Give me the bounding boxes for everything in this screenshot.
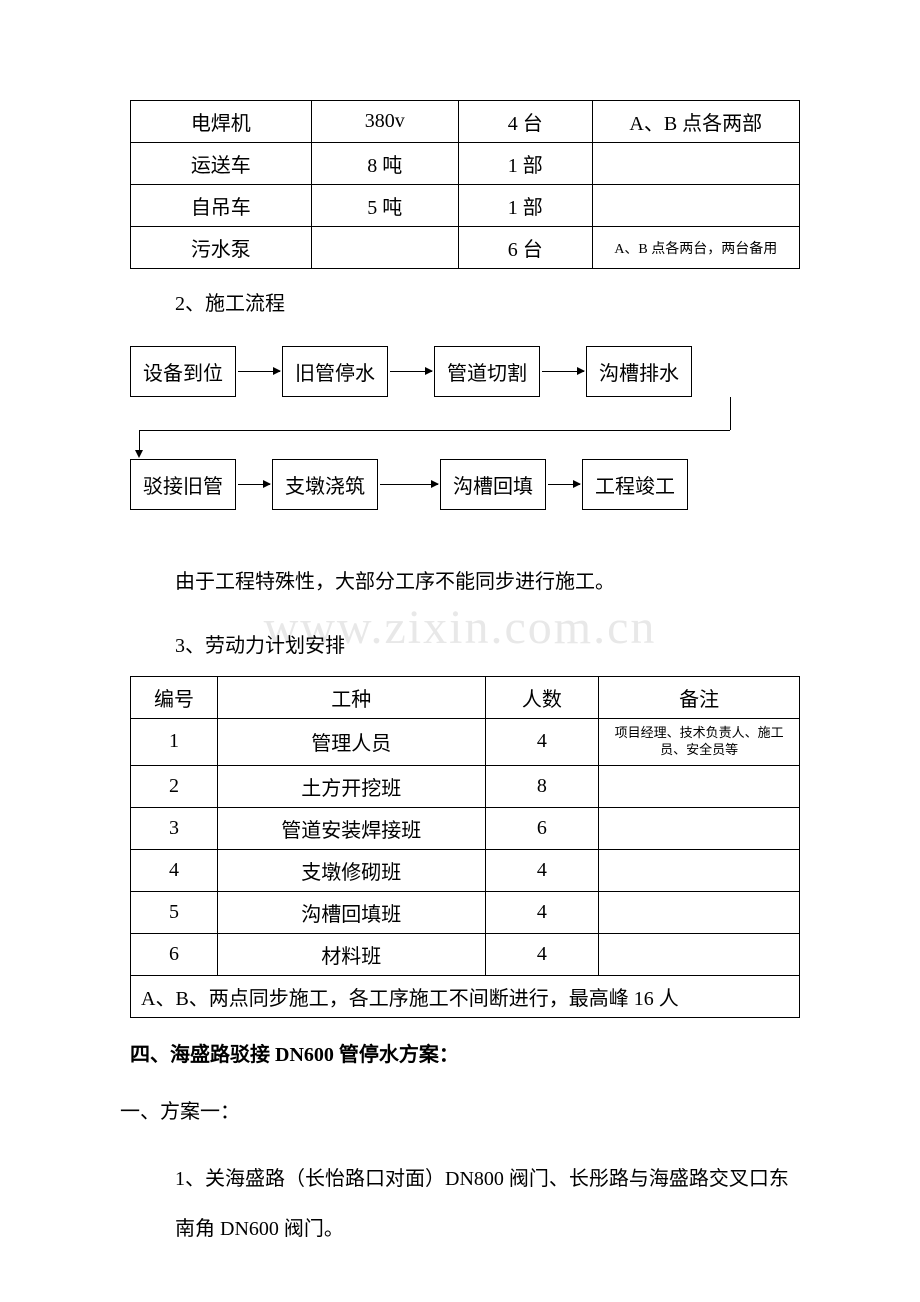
table-row: 污水泵 6 台 A、B 点各两台，两台备用: [131, 227, 800, 269]
equipment-qty: 1 部: [458, 143, 592, 185]
equipment-name: 污水泵: [131, 227, 312, 269]
table-row: 自吊车 5 吨 1 部: [131, 185, 800, 227]
equipment-table: 电焊机 380v 4 台 A、B 点各两部 运送车 8 吨 1 部 自吊车 5 …: [130, 100, 800, 269]
labor-id: 5: [131, 891, 218, 933]
equipment-qty: 6 台: [458, 227, 592, 269]
labor-id: 6: [131, 933, 218, 975]
arrow-icon: [542, 371, 584, 372]
equipment-name: 自吊车: [131, 185, 312, 227]
labor-id: 3: [131, 807, 218, 849]
equipment-name: 电焊机: [131, 101, 312, 143]
section-2-note: 由于工程特殊性，大部分工序不能同步进行施工。: [175, 565, 800, 594]
labor-id: 2: [131, 765, 218, 807]
labor-type: 土方开挖班: [217, 765, 485, 807]
table-row: 4 支墩修砌班 4: [131, 849, 800, 891]
flowchart: 设备到位 旧管停水 管道切割 沟槽排水 驳接旧管 支墩浇筑 沟槽回填 工程竣工: [130, 346, 800, 510]
labor-count: 8: [485, 765, 599, 807]
table-row: 电焊机 380v 4 台 A、B 点各两部: [131, 101, 800, 143]
labor-type: 管理人员: [217, 719, 485, 766]
table-row: 5 沟槽回填班 4: [131, 891, 800, 933]
labor-table: 编号 工种 人数 备注 1 管理人员 4 项目经理、技术负责人、施工员、安全员等…: [130, 676, 800, 1018]
labor-count: 4: [485, 891, 599, 933]
labor-footer: A、B、两点同步施工，各工序施工不间断进行，最高峰 16 人: [131, 975, 800, 1017]
labor-type: 材料班: [217, 933, 485, 975]
equipment-note: A、B 点各两部: [592, 101, 799, 143]
flow-node: 沟槽回填: [440, 459, 546, 510]
section-2-label: 2、施工流程: [175, 287, 800, 316]
table-row: 1 管理人员 4 项目经理、技术负责人、施工员、安全员等: [131, 719, 800, 766]
header-type: 工种: [217, 677, 485, 719]
labor-count: 4: [485, 933, 599, 975]
equipment-spec: 8 吨: [311, 143, 458, 185]
labor-note: [599, 849, 800, 891]
labor-id: 1: [131, 719, 218, 766]
arrow-icon: [380, 484, 438, 485]
header-id: 编号: [131, 677, 218, 719]
table-row: 6 材料班 4: [131, 933, 800, 975]
flow-node: 工程竣工: [582, 459, 688, 510]
arrow-down-icon: [135, 450, 143, 458]
flow-node: 支墩浇筑: [272, 459, 378, 510]
equipment-spec: [311, 227, 458, 269]
table-header-row: 编号 工种 人数 备注: [131, 677, 800, 719]
flow-node: 沟槽排水: [586, 346, 692, 397]
equipment-name: 运送车: [131, 143, 312, 185]
section-4-heading: 四、海盛路驳接 DN600 管停水方案：: [130, 1038, 800, 1067]
labor-count: 4: [485, 719, 599, 766]
flow-connector: [130, 419, 800, 459]
labor-type: 管道安装焊接班: [217, 807, 485, 849]
table-row: 2 土方开挖班 8: [131, 765, 800, 807]
labor-note: [599, 807, 800, 849]
flow-node: 设备到位: [130, 346, 236, 397]
section-4-sub: 一、方案一：: [120, 1095, 800, 1124]
equipment-qty: 4 台: [458, 101, 592, 143]
labor-count: 6: [485, 807, 599, 849]
section-3-label: 3、劳动力计划安排: [175, 629, 800, 658]
labor-count: 4: [485, 849, 599, 891]
labor-id: 4: [131, 849, 218, 891]
equipment-spec: 5 吨: [311, 185, 458, 227]
flow-node: 旧管停水: [282, 346, 388, 397]
arrow-icon: [238, 484, 270, 485]
labor-type: 支墩修砌班: [217, 849, 485, 891]
section-4-body: 1、关海盛路（长怡路口对面）DN800 阀门、长彤路与海盛路交叉口东南角 DN6…: [175, 1154, 800, 1254]
labor-note: [599, 765, 800, 807]
labor-note: 项目经理、技术负责人、施工员、安全员等: [599, 719, 800, 766]
labor-note: [599, 933, 800, 975]
header-count: 人数: [485, 677, 599, 719]
equipment-qty: 1 部: [458, 185, 592, 227]
table-footer-row: A、B、两点同步施工，各工序施工不间断进行，最高峰 16 人: [131, 975, 800, 1017]
equipment-note: [592, 143, 799, 185]
header-note: 备注: [599, 677, 800, 719]
table-row: 运送车 8 吨 1 部: [131, 143, 800, 185]
arrow-icon: [390, 371, 432, 372]
equipment-note: [592, 185, 799, 227]
labor-note: [599, 891, 800, 933]
arrow-icon: [238, 371, 280, 372]
flow-row-2: 驳接旧管 支墩浇筑 沟槽回填 工程竣工: [130, 459, 800, 510]
flow-node: 管道切割: [434, 346, 540, 397]
arrow-icon: [548, 484, 580, 485]
equipment-note: A、B 点各两台，两台备用: [592, 227, 799, 269]
table-row: 3 管道安装焊接班 6: [131, 807, 800, 849]
equipment-spec: 380v: [311, 101, 458, 143]
flow-node: 驳接旧管: [130, 459, 236, 510]
labor-type: 沟槽回填班: [217, 891, 485, 933]
flow-row-1: 设备到位 旧管停水 管道切割 沟槽排水: [130, 346, 800, 397]
